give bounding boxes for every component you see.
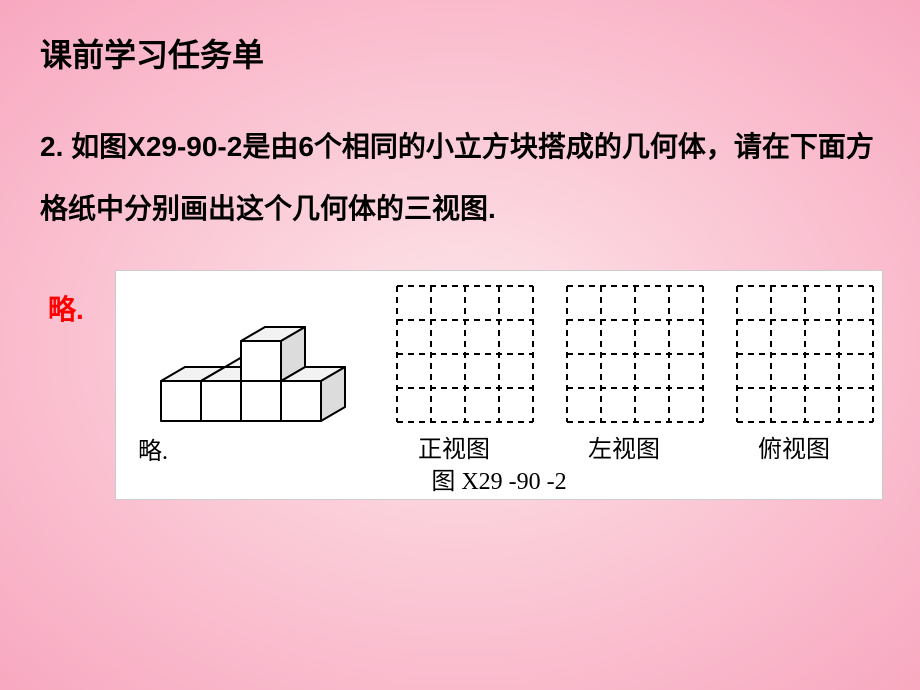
- figure-content: 正视图 左视图 俯视图 略. 图 X29 -90 -2: [116, 271, 882, 499]
- figure-caption-prefix: 图: [431, 469, 461, 495]
- figure-caption: 图 X29 -90 -2: [116, 461, 882, 496]
- figure-panel: 正视图 左视图 俯视图 略. 图 X29 -90 -2: [115, 270, 883, 500]
- label-front-view: 正视图: [418, 429, 490, 464]
- answer-label: 略.: [48, 288, 84, 328]
- label-top-view: 俯视图: [758, 429, 830, 464]
- grid-left: [566, 285, 706, 425]
- figure-caption-ref: X29 -90 -2: [461, 469, 566, 495]
- grid-front: [396, 285, 536, 425]
- question-text: 2. 如图X29-90-2是由6个相同的小立方块搭成的几何体，请在下面方格纸中分…: [40, 116, 880, 239]
- cube-solid-drawing: [131, 281, 371, 441]
- grid-top: [736, 285, 876, 425]
- question-prefix: 2. 如图: [40, 131, 127, 162]
- label-left-view: 左视图: [588, 429, 660, 464]
- section-title: 课前学习任务单: [40, 30, 880, 76]
- question-figref: X29-90-2: [127, 131, 242, 162]
- slide: 课前学习任务单 2. 如图X29-90-2是由6个相同的小立方块搭成的几何体，请…: [0, 0, 920, 690]
